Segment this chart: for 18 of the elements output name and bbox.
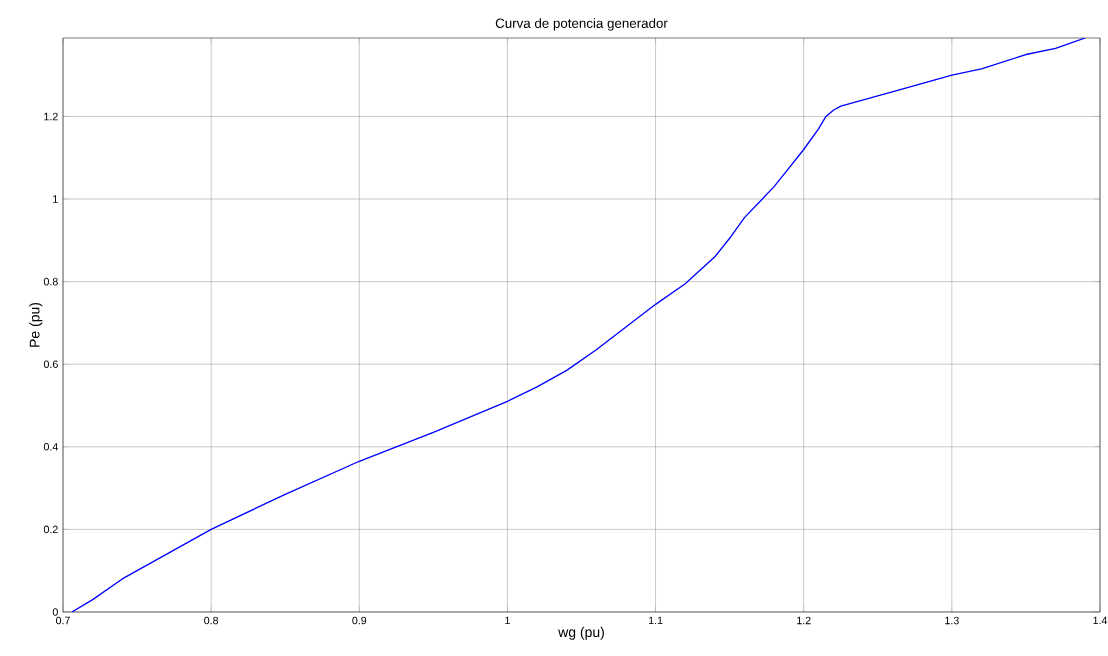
chart-title: Curva de potencia generador <box>495 18 668 31</box>
x-tick-label: 1.4 <box>1093 616 1108 625</box>
y-tick-label: 0.6 <box>43 360 58 368</box>
y-tick-label: 1 <box>53 195 58 203</box>
y-axis-title: Pe (pu) <box>29 302 43 347</box>
x-tick-label: 0.8 <box>204 616 219 625</box>
y-tick-label: 0 <box>52 608 58 616</box>
y-tick-label: 1.2 <box>44 112 58 121</box>
y-tick-label: 0.4 <box>43 443 58 451</box>
x-tick-label: 1.2 <box>797 616 811 625</box>
y-tick-label: 0.8 <box>43 277 58 286</box>
x-tick-label: 1.1 <box>648 616 663 625</box>
x-tick-label: 1.3 <box>945 616 959 625</box>
x-tick-label: 0.7 <box>56 616 70 625</box>
y-tick-label: 0.2 <box>43 525 58 534</box>
x-tick-label: 0.9 <box>352 616 367 625</box>
x-tick-label: 1 <box>505 616 510 625</box>
x-axis-title: wg (pu) <box>558 626 604 640</box>
